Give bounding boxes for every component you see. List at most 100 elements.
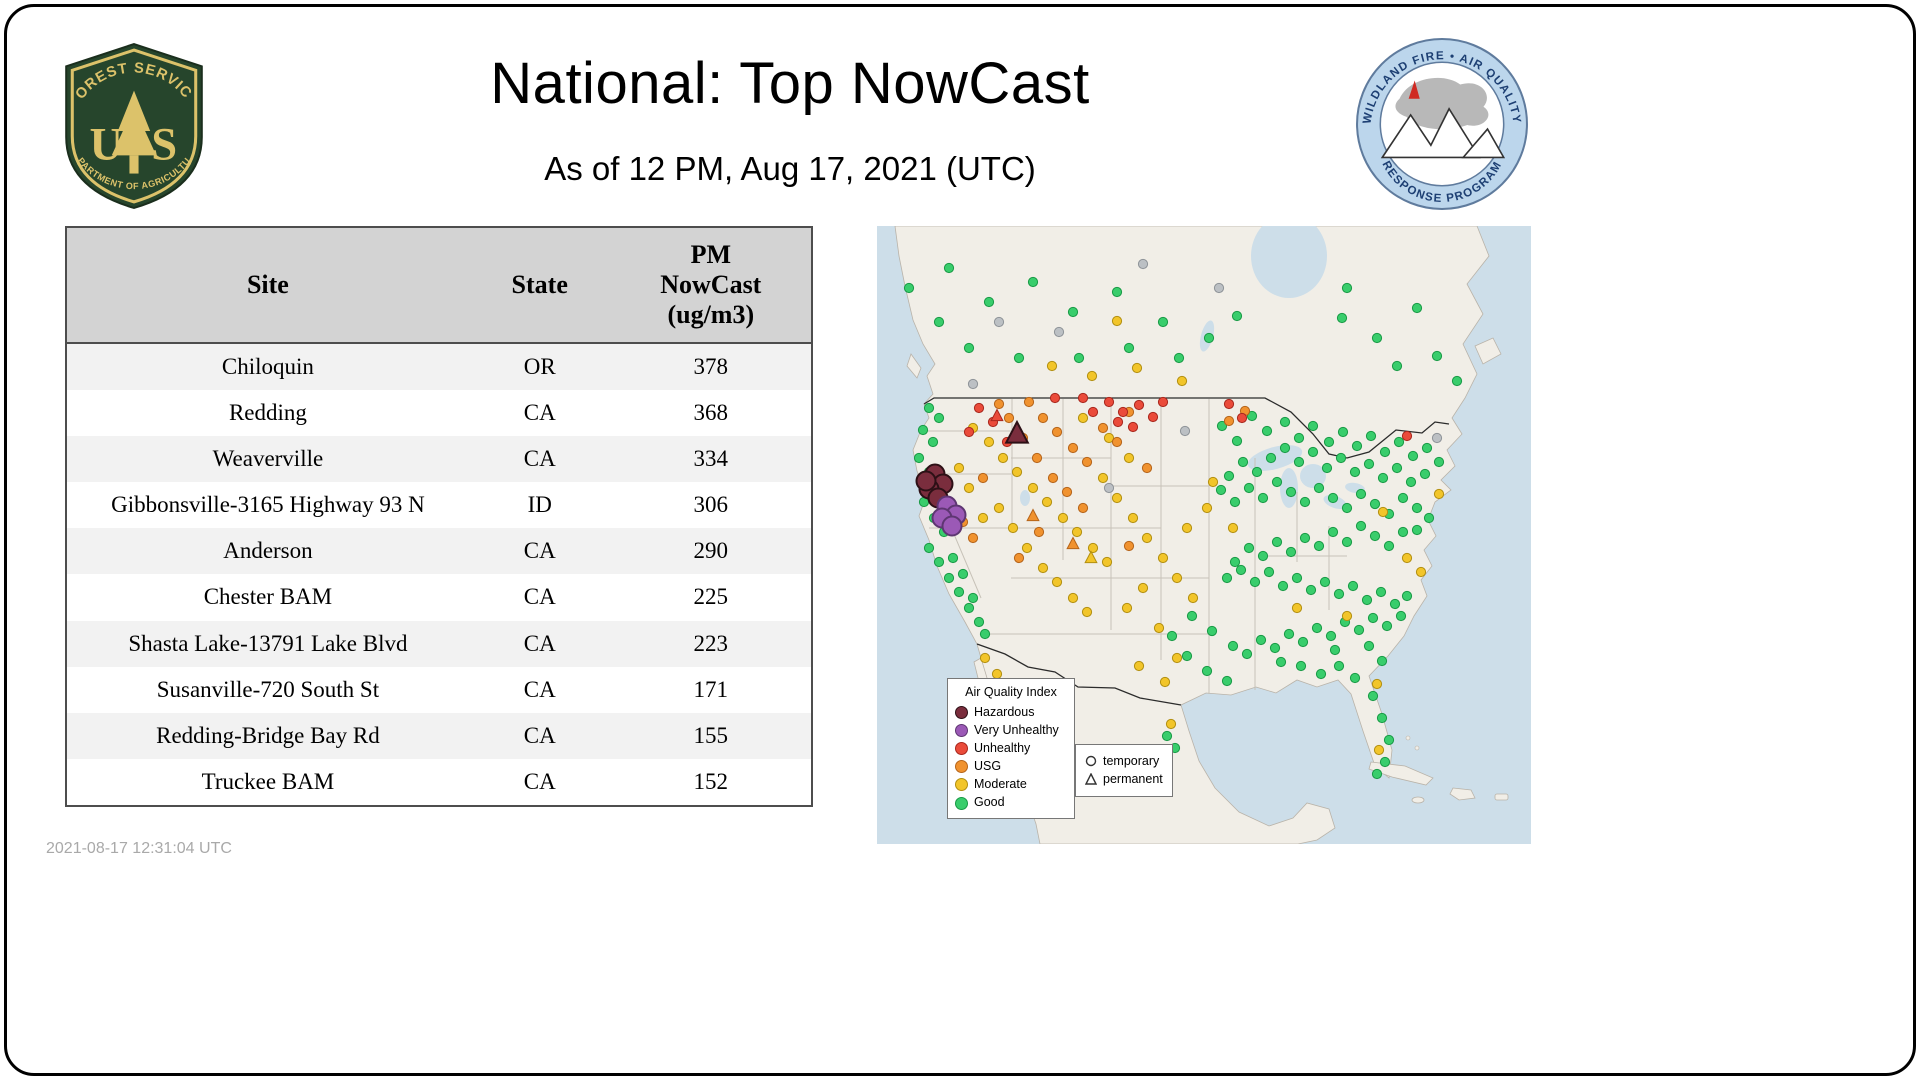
table-row: Gibbonsville-3165 Highway 93 N ID 306 [66,482,812,529]
legend-label: Moderate [974,777,1027,792]
monitor-dot-good [1421,442,1433,454]
monitor-dot-moderate [979,652,991,664]
monitor-dot-good [1319,576,1331,588]
monitor-dot-good [1241,648,1253,660]
monitor-dot-good [1271,536,1283,548]
monitor-dot-good [1419,468,1431,480]
monitor-dot-moderate [1227,522,1239,534]
monitor-dot-good [1215,484,1227,496]
cell-value: 306 [693,492,729,518]
monitor-dot-unhealthy [973,402,985,414]
shield-inner-border [70,48,198,204]
aqi-legend-items: Hazardous Very Unhealthy Unhealthy USG Moder… [955,705,1067,811]
map-dots-layer [903,258,1463,780]
monitor-dot-good [1073,352,1085,364]
monitor-dot-moderate [1157,552,1169,564]
monitor-dot-moderate [1051,576,1063,588]
monitor-dot-gray [993,316,1005,328]
monitor-dot-moderate [1111,492,1123,504]
table-row: Anderson CA 290 [66,528,812,575]
monitor-dot-good [1333,588,1345,600]
monitor-dot-good [1349,672,1361,684]
monitor-dot-good [923,402,935,414]
monitor-dot-good [1229,496,1241,508]
monitor-dot-moderate [983,436,995,448]
monitor-dot-unhealthy [1117,406,1129,418]
monitor-dot-good [1389,598,1401,610]
monitor-dot-usg [1023,396,1035,408]
monitor-dot-moderate [1123,452,1135,464]
monitor-dot-usg [1047,472,1059,484]
monitor-dot-good [1376,712,1388,724]
monitor-dot-moderate [963,482,975,494]
monitor-dot-good [1257,550,1269,562]
monitor-dot-good [1365,430,1377,442]
monitor-dot-unhealthy [1133,399,1145,411]
monitor-dot-moderate [1291,602,1303,614]
generated-timestamp: 2021-08-17 12:31:04 UTC [46,840,232,857]
column-header-pm-nowcast: PM NowCast (ug/m3) [610,227,812,344]
monitor-dot-moderate [1153,622,1165,634]
monitor-dot-gray [1213,282,1225,294]
monitor-dot-moderate [1067,592,1079,604]
monitor-dot-unhealthy [1077,392,1089,404]
cell-value: 368 [693,399,729,425]
monitor-dot-moderate [1415,566,1427,578]
monitor-dot-good [1411,502,1423,514]
monitor-dot-good [1355,520,1367,532]
monitor-dot-good [1285,486,1297,498]
monitor-dot-unhealthy [1049,392,1061,404]
table-header-row: Site State PM NowCast (ug/m3) [66,227,812,344]
monitor-dot-good [1379,446,1391,458]
legend-swatch-moderate [955,778,968,792]
monitor-dot-moderate [1127,512,1139,524]
monitor-dot-usg [1077,502,1089,514]
monitor-dot-good [1277,580,1289,592]
monitor-dot-good [1347,580,1359,592]
monitor-dot-unhealthy [1112,416,1124,428]
cell-value: 152 [693,768,729,794]
monitor-dot-usg [1037,412,1049,424]
cell-state: CA [523,722,556,748]
monitor-dot-good [1397,526,1409,538]
monitor-dot-good [1341,282,1353,294]
cell-state: CA [523,630,556,656]
monitor-dot-good [1341,536,1353,548]
cell-site: Anderson [223,538,313,564]
monitor-dot-moderate [1137,582,1149,594]
monitor-dot-moderate [1046,360,1058,372]
page-subtitle: As of 12 PM, Aug 17, 2021 (UTC) [544,150,1036,187]
monitor-dot-moderate [1101,556,1113,568]
monitor-dot-usg [993,398,1005,410]
monitor-dot-unhealthy [963,426,975,438]
monitor-dot-good [1157,316,1169,328]
table-row: Susanville-720 South St CA 171 [66,666,812,713]
permanent-triangle-icon [1085,773,1097,786]
cell-state: CA [523,445,556,471]
monitor-dot-good [1279,416,1291,428]
monitor-dot-gray [1179,425,1191,437]
monitor-dot-usg [1081,456,1093,468]
monitor-dot-good [1206,625,1218,637]
monitor-dot-usg [1013,552,1025,564]
monitor-dot-good [1363,458,1375,470]
nowcast-table-container: Site State PM NowCast (ug/m3) Chiloquin O… [65,226,813,808]
cell-value: 334 [693,445,729,471]
monitor-dot-good [1299,532,1311,544]
cell-site: Susanville-720 South St [156,676,380,702]
monitor-dot-moderate [993,502,1005,514]
monitor-dot-moderate [1071,526,1083,538]
monitor-dot-usg [967,532,979,544]
mountain-small-icon [1461,127,1506,159]
monitor-dot-good [1123,342,1135,354]
table-row: Redding CA 368 [66,389,812,436]
fs-logo-monogram-s: S [151,119,177,170]
monitor-dot-good [933,556,945,568]
monitor-dot-good [1013,352,1025,364]
monitor-dot-moderate [1371,678,1383,690]
legend-row-permanent: permanent [1085,771,1163,787]
monitor-dot-good [1375,586,1387,598]
monitor-dot-good [1227,640,1239,652]
monitor-dot-good [1369,530,1381,542]
